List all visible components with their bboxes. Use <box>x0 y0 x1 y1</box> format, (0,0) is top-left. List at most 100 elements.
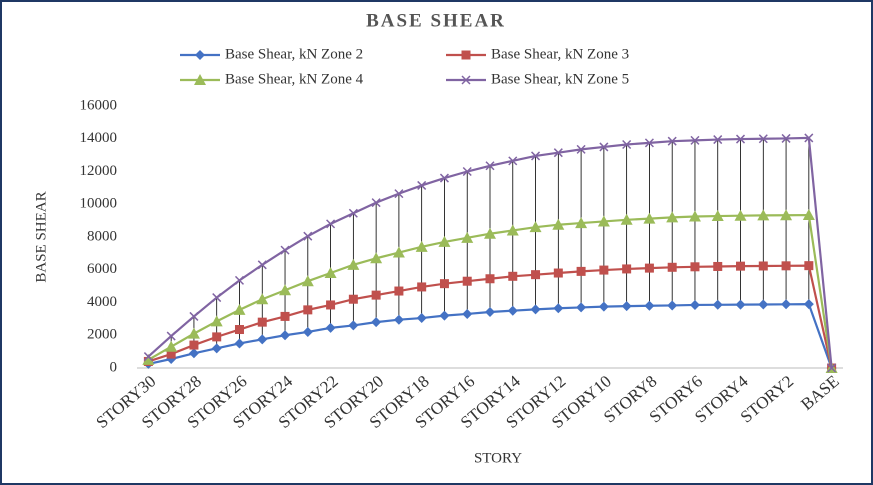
marker <box>347 258 360 270</box>
marker <box>575 217 588 229</box>
marker <box>280 245 290 255</box>
marker <box>461 75 471 85</box>
marker <box>667 262 677 272</box>
y-tick-label: 2000 <box>87 327 117 343</box>
marker <box>461 50 471 60</box>
marker <box>212 332 222 342</box>
marker <box>439 173 449 183</box>
marker <box>666 211 679 223</box>
marker <box>552 218 565 230</box>
marker <box>280 330 291 341</box>
marker <box>667 300 678 311</box>
marker <box>531 151 541 161</box>
marker <box>256 293 269 305</box>
marker <box>392 246 405 258</box>
marker <box>303 231 313 241</box>
marker <box>803 299 814 310</box>
y-tick-label: 4000 <box>87 294 117 310</box>
marker <box>599 265 609 275</box>
marker <box>485 274 495 284</box>
marker <box>210 315 223 327</box>
marker <box>713 135 723 145</box>
marker <box>553 303 564 314</box>
marker <box>370 252 383 264</box>
marker <box>233 303 246 315</box>
marker <box>301 275 314 287</box>
marker <box>194 74 206 85</box>
marker <box>188 348 199 359</box>
marker <box>371 198 381 208</box>
marker <box>598 301 609 312</box>
marker <box>802 209 815 221</box>
marker <box>804 133 814 143</box>
marker <box>667 136 677 146</box>
marker <box>780 209 793 221</box>
marker <box>781 299 792 310</box>
marker <box>530 304 541 315</box>
marker <box>189 340 199 350</box>
y-tick-label: 14000 <box>80 130 118 146</box>
marker <box>439 279 449 289</box>
marker <box>804 261 814 271</box>
marker <box>484 227 496 239</box>
marker <box>757 209 770 221</box>
marker <box>416 313 427 324</box>
marker <box>462 166 472 177</box>
marker <box>324 267 337 279</box>
marker <box>415 240 428 252</box>
chart-title: BASE SHEAR <box>366 10 506 31</box>
legend-item: Base Shear, kN Zone 3 <box>446 46 629 62</box>
legend-item: Base Shear, kN Zone 5 <box>446 71 629 87</box>
marker <box>734 209 747 221</box>
marker <box>279 284 292 296</box>
marker <box>462 308 473 319</box>
marker <box>644 138 654 148</box>
marker <box>234 325 244 335</box>
marker <box>597 215 610 227</box>
marker <box>280 311 290 321</box>
y-tick-label: 16000 <box>80 97 118 113</box>
marker <box>827 363 837 373</box>
marker <box>166 349 176 359</box>
marker <box>438 235 451 247</box>
marker <box>643 212 656 224</box>
marker <box>553 148 563 158</box>
marker <box>325 322 336 333</box>
marker <box>166 331 176 341</box>
marker <box>234 338 245 349</box>
marker <box>690 262 700 272</box>
marker <box>758 299 769 310</box>
y-tick-label: 0 <box>110 359 118 375</box>
legend-item: Base Shear, kN Zone 4 <box>180 71 364 87</box>
y-tick-label: 12000 <box>80 163 118 179</box>
marker <box>553 268 563 278</box>
marker <box>461 231 474 243</box>
marker <box>711 210 724 222</box>
y-tick-label: 10000 <box>80 196 118 212</box>
marker <box>371 317 382 328</box>
marker <box>393 314 404 325</box>
marker <box>735 299 746 310</box>
x-axis-label: STORY <box>474 450 522 466</box>
marker <box>576 266 586 276</box>
marker <box>143 352 153 362</box>
y-axis-label: BASE SHEAR <box>33 191 49 282</box>
marker <box>781 261 791 271</box>
marker <box>781 133 791 143</box>
marker <box>736 261 746 271</box>
marker <box>462 276 472 286</box>
marker <box>348 208 358 218</box>
legend-label: Base Shear, kN Zone 2 <box>225 46 363 62</box>
marker <box>257 260 267 270</box>
marker <box>621 301 632 312</box>
marker <box>439 310 450 321</box>
marker <box>189 311 199 321</box>
marker <box>507 305 518 316</box>
legend-label: Base Shear, kN Zone 5 <box>491 71 629 87</box>
marker <box>485 161 495 171</box>
marker <box>620 213 633 225</box>
marker <box>508 156 518 166</box>
marker <box>211 343 222 354</box>
marker <box>576 144 586 154</box>
